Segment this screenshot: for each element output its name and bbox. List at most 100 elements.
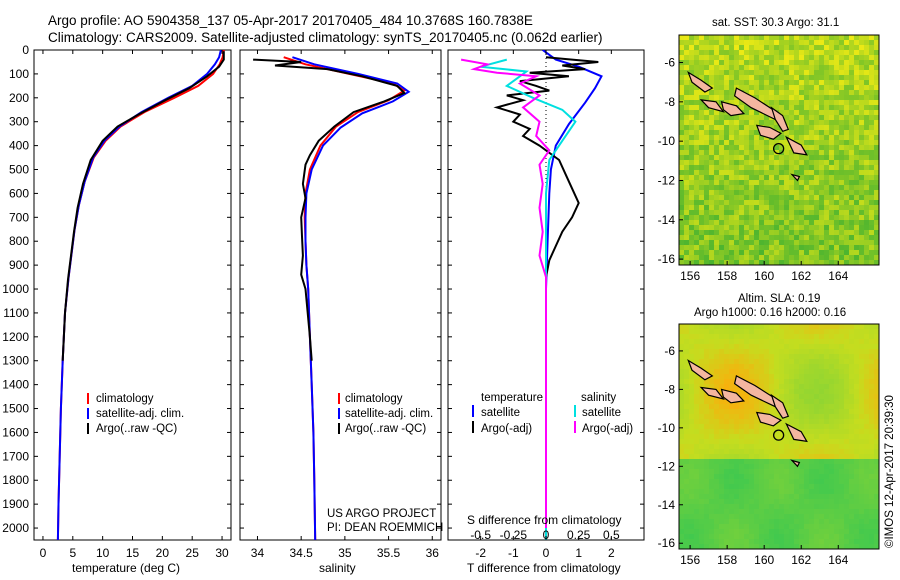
heatmap-cell bbox=[739, 424, 744, 429]
heatmap-cell bbox=[849, 175, 854, 180]
heatmap-cell bbox=[809, 255, 814, 260]
heatmap-cell bbox=[804, 125, 809, 130]
heatmap-cell bbox=[854, 65, 859, 70]
heatmap-cell bbox=[859, 230, 864, 235]
heatmap-cell bbox=[749, 60, 754, 65]
heatmap-cell bbox=[739, 60, 744, 65]
heatmap-cell bbox=[779, 210, 784, 215]
heatmap-cell bbox=[819, 374, 824, 379]
heatmap-cell bbox=[704, 359, 709, 364]
heatmap-cell bbox=[749, 210, 754, 215]
heatmap-cell bbox=[834, 50, 839, 55]
heatmap-cell bbox=[834, 150, 839, 155]
heatmap-cell bbox=[794, 324, 799, 329]
heatmap-cell bbox=[834, 210, 839, 215]
sla-map-frame bbox=[678, 323, 880, 550]
heatmap-cell bbox=[774, 504, 779, 509]
heatmap-cell bbox=[859, 65, 864, 70]
heatmap-cell bbox=[704, 155, 709, 160]
heatmap-cell bbox=[714, 205, 719, 210]
heatmap-cell bbox=[739, 155, 744, 160]
heatmap-cell bbox=[744, 364, 749, 369]
heatmap-cell bbox=[694, 110, 699, 115]
heatmap-cell bbox=[714, 524, 719, 529]
map-x-tick-label: 160 bbox=[754, 553, 774, 567]
heatmap-cell bbox=[789, 235, 794, 240]
heatmap-cell bbox=[704, 414, 709, 419]
heatmap-cell bbox=[829, 344, 834, 349]
heatmap-cell bbox=[684, 419, 689, 424]
heatmap-cell bbox=[874, 105, 879, 110]
heatmap-cell bbox=[809, 160, 814, 165]
heatmap-cell bbox=[764, 524, 769, 529]
heatmap-cell bbox=[869, 165, 874, 170]
heatmap-cell bbox=[859, 225, 864, 230]
heatmap-cell bbox=[769, 384, 774, 389]
depth-tick-label: 300 bbox=[9, 115, 29, 129]
heatmap-cell bbox=[784, 539, 789, 544]
sdiff-xlabel: S difference from climatology bbox=[467, 513, 622, 527]
heatmap-cell bbox=[734, 220, 739, 225]
heatmap-cell bbox=[719, 469, 724, 474]
heatmap-cell bbox=[824, 170, 829, 175]
heatmap-cell bbox=[809, 195, 814, 200]
heatmap-cell bbox=[869, 230, 874, 235]
heatmap-cell bbox=[809, 344, 814, 349]
heatmap-cell bbox=[714, 110, 719, 115]
heatmap-cell bbox=[709, 210, 714, 215]
heatmap-cell bbox=[704, 95, 709, 100]
heatmap-cell bbox=[854, 145, 859, 150]
heatmap-cell bbox=[819, 180, 824, 185]
heatmap-cell bbox=[824, 424, 829, 429]
heatmap-cell bbox=[689, 250, 694, 255]
heatmap-cell bbox=[709, 125, 714, 130]
heatmap-cell bbox=[749, 260, 754, 265]
heatmap-cell bbox=[859, 55, 864, 60]
heatmap-cell bbox=[689, 524, 694, 529]
heatmap-cell bbox=[849, 115, 854, 120]
heatmap-cell bbox=[699, 524, 704, 529]
heatmap-cell bbox=[829, 220, 834, 225]
heatmap-cell bbox=[679, 524, 684, 529]
heatmap-cell bbox=[869, 245, 874, 250]
heatmap-cell bbox=[739, 434, 744, 439]
heatmap-cell bbox=[809, 354, 814, 359]
heatmap-cell bbox=[769, 45, 774, 50]
heatmap-cell bbox=[739, 479, 744, 484]
heatmap-cell bbox=[809, 60, 814, 65]
heatmap-cell bbox=[779, 489, 784, 494]
heatmap-cell bbox=[844, 539, 849, 544]
heatmap-cell bbox=[809, 140, 814, 145]
heatmap-cell bbox=[759, 429, 764, 434]
heatmap-cell bbox=[834, 409, 839, 414]
heatmap-cell bbox=[739, 429, 744, 434]
heatmap-cell bbox=[764, 90, 769, 95]
heatmap-cell bbox=[704, 195, 709, 200]
heatmap-cell bbox=[709, 449, 714, 454]
heatmap-cell bbox=[874, 324, 879, 329]
heatmap-cell bbox=[729, 95, 734, 100]
heatmap-cell bbox=[774, 85, 779, 90]
heatmap-cell bbox=[764, 190, 769, 195]
heatmap-cell bbox=[849, 170, 854, 175]
heatmap-cell bbox=[859, 429, 864, 434]
heatmap-cell bbox=[824, 419, 829, 424]
heatmap-cell bbox=[854, 225, 859, 230]
heatmap-cell bbox=[754, 185, 759, 190]
heatmap-cell bbox=[709, 260, 714, 265]
heatmap-cell bbox=[874, 469, 879, 474]
heatmap-cell bbox=[809, 150, 814, 155]
heatmap-cell bbox=[859, 125, 864, 130]
heatmap-cell bbox=[809, 125, 814, 130]
heatmap-cell bbox=[784, 439, 789, 444]
heatmap-cell bbox=[809, 419, 814, 424]
heatmap-cell bbox=[789, 419, 794, 424]
heatmap-cell bbox=[824, 334, 829, 339]
heatmap-cell bbox=[829, 464, 834, 469]
heatmap-cell bbox=[809, 504, 814, 509]
heatmap-cell bbox=[779, 95, 784, 100]
heatmap-cell bbox=[754, 354, 759, 359]
heatmap-cell bbox=[744, 374, 749, 379]
heatmap-cell bbox=[859, 130, 864, 135]
heatmap-cell bbox=[859, 464, 864, 469]
